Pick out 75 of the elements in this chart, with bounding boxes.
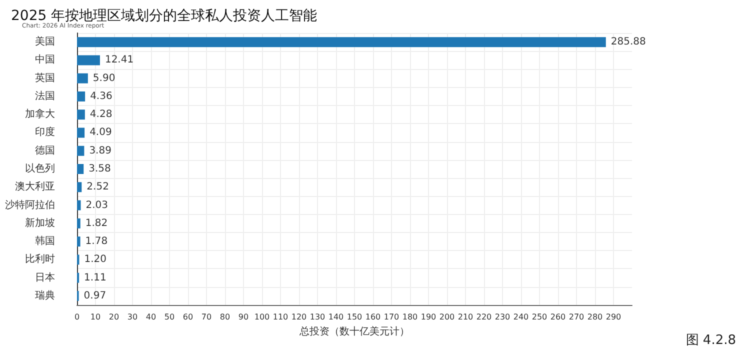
x-tick-label: 160	[365, 312, 381, 322]
data-label: 1.20	[84, 254, 106, 266]
bar	[77, 37, 606, 48]
bar	[77, 128, 85, 138]
bar	[77, 55, 100, 66]
x-tick-label: 50	[164, 312, 175, 322]
y-tick-label: 新加坡	[25, 216, 55, 229]
data-label: 3.89	[89, 145, 112, 156]
x-tick-label: 120	[291, 312, 307, 322]
x-tick-label: 140	[328, 312, 344, 322]
x-tick-label: 90	[238, 312, 249, 322]
y-tick-label: 中国	[35, 54, 55, 66]
x-tick-label: 260	[550, 312, 566, 322]
data-label: 4.36	[90, 90, 112, 102]
y-tick-label: 沙特阿拉伯	[5, 198, 55, 211]
data-label: 5.90	[92, 72, 116, 84]
x-tick-label: 280	[587, 312, 603, 322]
y-tick-label: 比利时	[25, 253, 55, 266]
data-label: 3.58	[88, 164, 111, 174]
bar	[77, 164, 84, 174]
data-label: 2.52	[86, 182, 109, 193]
data-label: 285.88	[610, 36, 646, 48]
data-label: 1.78	[85, 236, 108, 248]
x-tick-label: 210	[458, 312, 474, 322]
y-tick-label: 以色列	[25, 162, 55, 174]
x-tick-label: 80	[220, 312, 230, 322]
x-tick-label: 10	[90, 312, 101, 322]
bar	[77, 236, 80, 247]
bar	[77, 218, 80, 228]
y-tick-label: 日本	[35, 271, 55, 284]
data-label: 1.82	[85, 218, 108, 229]
x-tick-label: 100	[254, 312, 270, 322]
caption: 图 4.2.8	[686, 333, 736, 348]
y-tick-label: 瑞典	[35, 289, 55, 302]
x-tick-label: 200	[439, 312, 455, 322]
y-tick-label: 英国	[35, 72, 55, 84]
x-tick-label: 180	[402, 312, 418, 322]
x-tick-label: 170	[384, 312, 400, 322]
bar	[77, 182, 82, 192]
y-tick-label: 法国	[35, 90, 55, 102]
bar	[77, 91, 86, 102]
y-tick-label: 印度	[35, 126, 55, 138]
x-axis-title: 总投资（数十亿美元计）	[298, 326, 410, 338]
bar	[77, 73, 88, 84]
bar	[77, 110, 85, 120]
x-tick-label: 0	[74, 312, 80, 322]
y-tick-label: 韩国	[35, 235, 55, 248]
x-tick-label: 220	[476, 312, 492, 322]
x-tick-label: 230	[494, 312, 510, 322]
x-tick-label: 250	[532, 312, 548, 322]
y-tick-label: 澳大利亚	[15, 180, 55, 193]
data-label: 0.97	[84, 290, 106, 302]
y-tick-label: 美国	[35, 36, 55, 48]
bar	[77, 200, 81, 210]
x-tick-label: 70	[201, 312, 212, 322]
x-tick-label: 20	[108, 312, 120, 322]
x-tick-label: 190	[420, 312, 436, 322]
x-tick-label: 30	[127, 312, 138, 322]
x-tick-label: 130	[310, 312, 326, 322]
data-label: 2.03	[86, 200, 108, 211]
bar	[77, 146, 84, 156]
x-tick-label: 270	[568, 312, 584, 322]
data-label: 12.41	[104, 54, 134, 66]
y-tick-label: 加拿大	[25, 108, 55, 120]
data-label: 4.28	[90, 109, 112, 120]
data-label: 1.11	[84, 272, 106, 284]
data-label: 4.09	[90, 127, 112, 138]
x-tick-label: 110	[272, 312, 288, 322]
chart-title: 2025 年按地理区域划分的全球私人投资人工智能	[11, 8, 318, 24]
x-tick-label: 60	[182, 312, 194, 322]
x-tick-label: 40	[146, 312, 156, 322]
x-tick-label: 150	[346, 312, 362, 322]
y-tick-label: 德国	[35, 145, 55, 156]
x-tick-label: 240	[513, 312, 529, 322]
x-tick-label: 290	[606, 312, 622, 322]
